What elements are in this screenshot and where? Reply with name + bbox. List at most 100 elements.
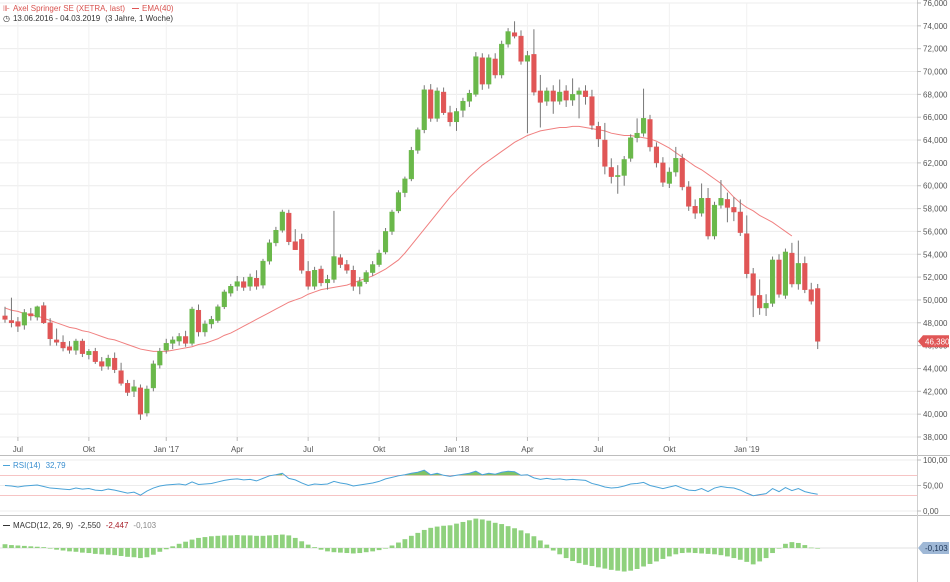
macd-bar — [41, 547, 47, 548]
candle — [441, 87, 447, 115]
macd-bar — [241, 535, 247, 548]
macd-bar — [712, 548, 717, 555]
candle — [582, 85, 589, 105]
candle-body — [563, 90, 569, 101]
candle — [815, 283, 821, 350]
macd-badge-label: -0,103 — [925, 544, 948, 553]
candle-body — [582, 90, 589, 97]
macd-bar — [718, 548, 724, 556]
candle — [47, 318, 53, 346]
candle — [795, 240, 801, 290]
macd-bar — [170, 546, 176, 548]
candle-body — [634, 132, 640, 139]
date-range-row: ◷ 13.06.2016 - 04.03.2019 (3 Jahre, 1 Wo… — [3, 14, 173, 23]
macd-bar — [467, 520, 472, 548]
macd-bar — [686, 548, 692, 553]
candle — [750, 267, 756, 318]
candle-body — [286, 212, 292, 242]
y-tick-label: 62,000 — [923, 159, 948, 168]
candle — [595, 121, 601, 147]
macd-bar — [331, 548, 337, 553]
macd-label: MACD(12, 26, 9) — [13, 521, 74, 530]
candle-body — [763, 303, 769, 309]
candle-body — [641, 118, 647, 134]
candle-body — [54, 339, 60, 343]
instrument-header: ⊪ Axel Springer SE (XETRA, last) EMA(40) — [3, 4, 174, 13]
y-tick-label: 68,000 — [923, 90, 948, 99]
macd-bar — [234, 534, 240, 548]
rsi-tick-label: 100,00 — [923, 456, 948, 465]
candle — [776, 254, 782, 298]
candle-body — [402, 178, 408, 193]
candle-body — [344, 264, 350, 271]
candle — [389, 209, 395, 235]
macd-bar — [21, 545, 27, 548]
y-tick-label: 72,000 — [923, 45, 948, 54]
macd-bar — [570, 548, 575, 562]
y-tick-label: 52,000 — [923, 273, 948, 282]
macd-bar — [292, 537, 298, 548]
candle-body — [479, 57, 485, 85]
macd-bar — [9, 545, 14, 548]
candle-body — [395, 192, 401, 212]
candle-body — [602, 139, 608, 167]
candle-body — [389, 211, 395, 232]
macd-bar — [299, 541, 305, 548]
macd-bar — [267, 535, 272, 548]
candle-body — [453, 111, 460, 123]
macd-bar — [80, 548, 85, 553]
candle — [112, 352, 118, 374]
candle-body — [157, 351, 163, 366]
candle-body — [499, 43, 505, 76]
candle-body — [492, 58, 498, 76]
candle-body — [434, 90, 440, 119]
y-tick-label: 40,000 — [923, 410, 948, 419]
ema-line — [4, 125, 793, 352]
candle-body — [254, 277, 260, 287]
candle-body — [589, 96, 595, 126]
macd-bar — [157, 548, 163, 552]
date-range: 13.06.2016 - 04.03.2019 — [12, 14, 101, 23]
macd-bar — [228, 535, 234, 548]
candle — [666, 167, 672, 189]
candle-body — [557, 91, 563, 102]
y-tick-label: 38,000 — [923, 433, 948, 442]
macd-bar — [654, 548, 659, 562]
candle — [557, 79, 563, 105]
macd-bar — [60, 548, 66, 551]
x-tick-label: Jul — [13, 445, 23, 454]
candle — [782, 248, 789, 299]
macd-bar — [441, 525, 446, 548]
x-tick-label: Jul — [593, 445, 603, 454]
candle-body — [383, 231, 389, 253]
rsi-line — [4, 469, 818, 497]
candle-body — [512, 32, 518, 37]
candle — [370, 261, 376, 276]
rsi-label: RSI(14) — [13, 461, 41, 470]
candle — [421, 85, 427, 134]
candle-body — [241, 281, 247, 288]
candle-body — [318, 268, 324, 284]
candle-body — [744, 233, 750, 274]
candle — [608, 158, 614, 184]
y-tick-label: 54,000 — [923, 250, 948, 259]
macd-bar — [370, 548, 376, 552]
candle — [228, 283, 234, 297]
candle-body — [86, 351, 92, 356]
macd-bar — [2, 544, 8, 548]
candle-body — [299, 239, 305, 271]
candle-body — [705, 198, 711, 237]
candle-body — [99, 361, 105, 367]
rsi-legend-line — [3, 465, 10, 466]
candle — [137, 384, 143, 420]
candle-body — [808, 289, 814, 302]
candle-body — [441, 91, 447, 113]
y-tick-label: 44,000 — [923, 364, 948, 373]
x-tick-label: Okt — [663, 445, 676, 454]
candle — [99, 357, 105, 371]
candle — [499, 40, 505, 79]
macd-bar — [357, 548, 363, 554]
macd-bar — [608, 548, 614, 570]
candle — [8, 297, 14, 328]
candle — [699, 183, 705, 217]
